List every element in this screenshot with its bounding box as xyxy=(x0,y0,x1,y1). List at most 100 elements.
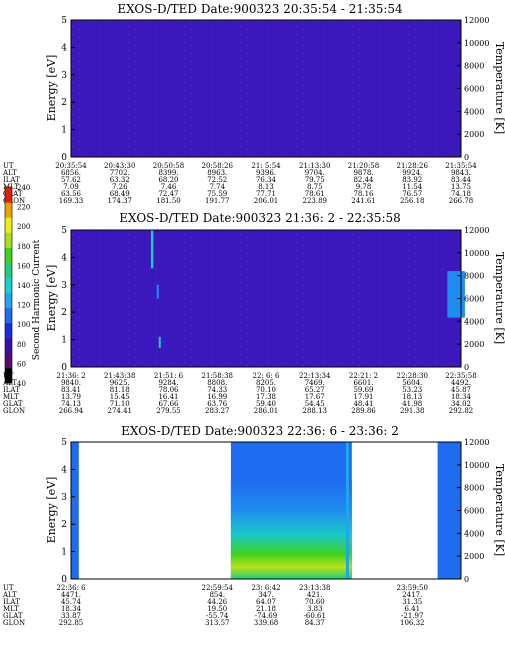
orbit-value: 83.44 xyxy=(451,176,472,184)
colorbar-cell xyxy=(5,307,12,324)
temperature-tick-label: 12000 xyxy=(464,226,489,235)
orbit-value: -55.74 xyxy=(206,612,229,620)
panel-1-y2label: Temperature [K] xyxy=(493,42,505,134)
orbit-value: 22:13:34 xyxy=(299,372,331,380)
energy-tick-label: 4 xyxy=(61,43,67,53)
orbit-value: 169.33 xyxy=(59,197,84,205)
colorbar-tick-label: 160 xyxy=(17,262,30,270)
panel-2-energy-axis: 0 1 2 3 4 5 xyxy=(61,226,75,373)
orbit-value: 63.76 xyxy=(207,400,228,408)
panel-3-energy-axis: 0 1 2 3 4 5 xyxy=(61,438,75,585)
orbit-value: 8205. xyxy=(256,379,276,387)
temperature-tick-label: 10000 xyxy=(464,461,489,470)
orbit-value: 181.50 xyxy=(156,197,181,205)
orbit-value: 854. xyxy=(209,591,225,599)
orbit-row-label: UT xyxy=(3,162,14,170)
energy-tick-label: 0 xyxy=(61,575,67,585)
orbit-value: 9840. xyxy=(61,379,81,387)
temperature-tick-label: 10000 xyxy=(464,249,489,258)
orbit-value: 23:13:38 xyxy=(299,584,330,592)
orbit-value: 41.98 xyxy=(402,400,422,408)
orbit-value: 17.91 xyxy=(353,393,373,401)
energy-tick-label: 3 xyxy=(61,71,67,81)
orbit-value: 45.87 xyxy=(451,386,471,394)
orbit-value: 17.67 xyxy=(305,393,325,401)
orbit-value: 3.83 xyxy=(307,605,323,613)
colorbar-tick-label: 40 xyxy=(17,380,26,388)
colorbar-tick-label: 140 xyxy=(17,282,30,290)
orbit-value: 286.01 xyxy=(254,407,279,415)
panel-2-plot-area xyxy=(71,230,461,367)
orbit-value: 279.55 xyxy=(156,407,181,415)
energy-tick-label: 4 xyxy=(61,253,67,263)
orbit-value: 68.49 xyxy=(110,190,130,198)
orbit-value: 15.45 xyxy=(110,393,130,401)
orbit-value: 17.38 xyxy=(256,393,276,401)
orbit-value: 18.34 xyxy=(61,605,82,613)
panel-2-temperature-axis: 0 2000 4000 6000 8000 10000 12000 xyxy=(457,226,489,372)
orbit-value: 283.27 xyxy=(205,407,230,415)
orbit-value: -60.61 xyxy=(304,612,326,620)
orbit-value: 21:58:38 xyxy=(202,372,233,380)
orbit-value: 7.74 xyxy=(209,183,225,191)
spectrogram-panel-3: EXOS-D/TED Date:900323 22:36: 6 - 23:36:… xyxy=(2,424,505,627)
orbit-value: 57.62 xyxy=(61,176,81,184)
orbit-value: 288.13 xyxy=(303,407,328,415)
temperature-tick-label: 6000 xyxy=(464,295,484,304)
colorbar-tick-label: 80 xyxy=(17,341,26,349)
energy-tick-label: 2 xyxy=(61,520,67,530)
energy-tick-label: 4 xyxy=(61,465,67,475)
orbit-value: 21:43:38 xyxy=(104,372,135,380)
orbit-value: 9924. xyxy=(402,169,422,177)
temperature-tick-label: 4000 xyxy=(464,317,484,326)
panel-3-y2label: Temperature [K] xyxy=(493,464,505,556)
orbit-value: 9843. xyxy=(451,169,471,177)
energy-tick-label: 5 xyxy=(61,226,67,236)
orbit-value: 206.01 xyxy=(254,197,279,205)
orbit-value: 21:51: 6 xyxy=(154,372,184,380)
orbit-value: 4492. xyxy=(451,379,471,387)
orbit-value: 266.78 xyxy=(449,197,474,205)
orbit-value: 9284. xyxy=(158,379,178,387)
intensity-patch xyxy=(150,230,154,269)
orbit-value: 223.89 xyxy=(303,197,328,205)
colorbar-tick-label: 60 xyxy=(17,360,26,368)
orbit-value: 34.02 xyxy=(451,400,471,408)
panel-3-title: EXOS-D/TED Date:900323 22:36: 6 - 23:36:… xyxy=(121,424,399,438)
colorbar-tick-label: 180 xyxy=(17,243,30,251)
panel-1-plot-area xyxy=(71,20,461,157)
energy-tick-label: 5 xyxy=(61,438,67,448)
orbit-value: 8808. xyxy=(207,379,227,387)
orbit-value: 82.44 xyxy=(353,176,374,184)
orbit-value: 23: 6:42 xyxy=(251,584,280,592)
orbit-row-label: GLAT xyxy=(3,612,23,620)
orbit-row-label: ILAT xyxy=(3,386,20,394)
orbit-value: 8963. xyxy=(207,169,227,177)
orbit-value: 8.13 xyxy=(258,183,274,191)
orbit-value: 6856. xyxy=(61,169,81,177)
panel-3-ylabel: Energy [eV] xyxy=(45,477,58,544)
orbit-value: 20:58:26 xyxy=(202,162,234,170)
intensity-patch xyxy=(447,271,465,318)
orbit-value: 8.75 xyxy=(307,183,323,191)
orbit-value: 48.41 xyxy=(353,400,373,408)
energy-tick-label: 2 xyxy=(61,98,67,108)
orbit-row-label: ALT xyxy=(2,169,17,177)
orbit-value: 72.52 xyxy=(207,176,227,184)
orbit-value: 6.41 xyxy=(404,605,420,613)
colorbar-ticks: 40 60 80 100 120 140 160 180 200 220 240 xyxy=(17,184,30,388)
orbit-value: 23:59:50 xyxy=(397,584,428,592)
orbit-value: 79.75 xyxy=(305,176,325,184)
energy-tick-label: 1 xyxy=(61,548,67,558)
colorbar-cell xyxy=(5,292,12,309)
orbit-value: 81.18 xyxy=(110,386,130,394)
orbit-value: 241.61 xyxy=(351,197,376,205)
orbit-value: 19.50 xyxy=(207,605,227,613)
orbit-value: 77.71 xyxy=(256,190,276,198)
temperature-tick-label: 4000 xyxy=(464,107,484,116)
panel-1-title: EXOS-D/TED Date:900323 20:35:54 - 21:35:… xyxy=(117,2,403,16)
orbit-value: 291.38 xyxy=(400,407,425,415)
orbit-value: -74.69 xyxy=(255,612,277,620)
orbit-value: 75.59 xyxy=(207,190,227,198)
panel-1-orbit-table: UT 20:35:54 20:43:30 20:50:58 20:58:26 21: 5:… xyxy=(2,162,477,205)
